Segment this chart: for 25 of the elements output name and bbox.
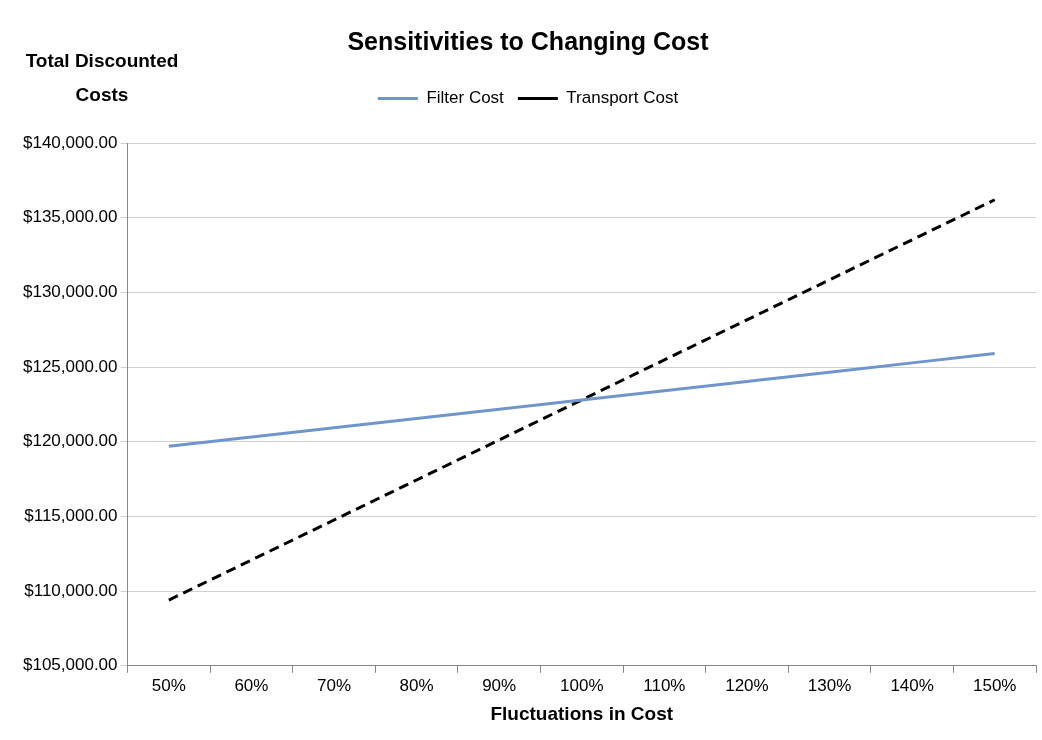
x-tick-label: 70%: [316, 675, 352, 695]
line-series: [167, 198, 997, 602]
y-tick-label: $110,000.00: [24, 580, 118, 600]
chart-title: Sensitivities to Changing Cost: [347, 26, 710, 55]
y-tick-label: $135,000.00: [22, 207, 118, 227]
legend-label: Filter Cost: [426, 88, 505, 108]
y-tick-label: $105,000.00: [22, 655, 118, 675]
x-tick-label: 110%: [643, 675, 686, 695]
y-tick-label: $115,000.00: [24, 506, 118, 526]
x-tick-label: 140%: [890, 675, 934, 695]
x-tick-label: 130%: [807, 675, 852, 695]
x-tick-label: 50%: [151, 675, 186, 695]
y-tick-label: $140,000.00: [22, 132, 118, 152]
y-axis-title: Total Discounted Costs: [25, 50, 179, 106]
x-tick-label: 90%: [482, 675, 517, 695]
x-axis-title: Fluctuations in Cost: [490, 702, 674, 724]
x-tick-label: 60%: [234, 675, 269, 695]
y-tick-label: $130,000.00: [22, 282, 118, 302]
x-tick-label: 100%: [560, 675, 604, 695]
y-tick-label: $125,000.00: [22, 356, 118, 376]
x-tick-label: 150%: [972, 675, 1017, 695]
legend-label: Transport Cost: [566, 88, 679, 108]
y-tick-label: $120,000.00: [22, 431, 118, 451]
x-tick-label: 80%: [399, 675, 434, 695]
x-tick-label: 120%: [725, 675, 769, 695]
